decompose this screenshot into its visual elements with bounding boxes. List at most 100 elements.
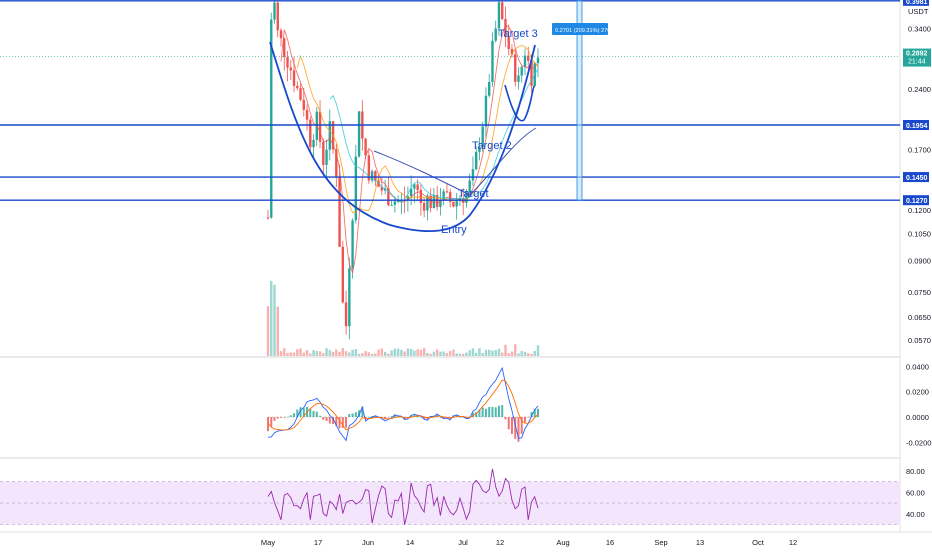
target3-annotation: Target 3 bbox=[498, 28, 538, 40]
candle-body bbox=[452, 201, 455, 207]
candle-body bbox=[448, 192, 452, 202]
candle-body bbox=[471, 169, 475, 181]
macd-histogram-bar bbox=[530, 412, 533, 417]
macd-histogram-bar bbox=[501, 404, 504, 417]
volume-bar bbox=[465, 352, 468, 356]
candle-body bbox=[357, 111, 361, 157]
volume-bar bbox=[409, 349, 413, 356]
candle-body bbox=[474, 151, 478, 170]
measure-label-box[interactable] bbox=[552, 23, 608, 35]
price-tick-label: 0.2400 bbox=[908, 85, 931, 94]
volume-bar bbox=[302, 352, 305, 356]
time-tick-label: Oct bbox=[752, 538, 765, 547]
candle-body bbox=[296, 85, 299, 89]
ma-long-line bbox=[373, 127, 537, 196]
candle-body bbox=[416, 184, 419, 190]
candle-body bbox=[432, 194, 436, 208]
macd-histogram-bar bbox=[510, 417, 513, 435]
volume-bar bbox=[439, 351, 442, 356]
macd-histogram-bar bbox=[517, 417, 520, 442]
price-tick-label: 0.3400 bbox=[908, 24, 931, 33]
volume-bar bbox=[455, 353, 458, 356]
volume-bar bbox=[432, 351, 436, 356]
volume-bar bbox=[289, 352, 292, 356]
macd-signal-line bbox=[267, 379, 539, 431]
volume-bar bbox=[305, 350, 309, 356]
candle-body bbox=[348, 268, 351, 327]
price-tick-label: 0.0570 bbox=[908, 336, 931, 345]
volume-bar bbox=[387, 353, 390, 356]
candle-body bbox=[468, 180, 471, 193]
volume-bar bbox=[458, 353, 462, 356]
volume-bar bbox=[354, 349, 358, 356]
volume-bar bbox=[309, 353, 312, 356]
volume-bar bbox=[517, 353, 520, 356]
volume-bar bbox=[419, 349, 423, 356]
level-label-box bbox=[903, 0, 929, 6]
candle-body bbox=[422, 202, 426, 211]
volume-bar bbox=[364, 351, 367, 356]
macd-histogram-bar bbox=[332, 417, 335, 424]
candle-body bbox=[517, 75, 520, 82]
macd-histogram-bar bbox=[533, 408, 536, 417]
volume-bar bbox=[322, 353, 325, 356]
level-label: 0.1270 bbox=[906, 198, 928, 205]
volume-bar bbox=[429, 353, 432, 356]
macd-histogram-bar bbox=[497, 405, 500, 417]
macd-histogram-bar bbox=[484, 408, 487, 417]
volume-bar bbox=[504, 344, 507, 356]
macd-histogram-bar bbox=[465, 417, 468, 419]
candle-body bbox=[406, 196, 410, 201]
candle-body bbox=[344, 302, 348, 327]
candle-body bbox=[299, 88, 302, 100]
cup-curve bbox=[269, 41, 536, 233]
volume-bar bbox=[344, 351, 348, 356]
volume-bar bbox=[530, 353, 533, 356]
price-tick-label: 0.0650 bbox=[908, 313, 931, 322]
volume-bar bbox=[383, 351, 387, 356]
macd-histogram-bar bbox=[458, 416, 461, 418]
volume-bar bbox=[393, 348, 397, 356]
candle-body bbox=[387, 188, 390, 206]
candle-body bbox=[283, 38, 286, 58]
volume-bar bbox=[283, 348, 286, 356]
volume-bar bbox=[426, 352, 429, 356]
macd-histogram-bar bbox=[267, 417, 269, 432]
macd-histogram-bar bbox=[293, 413, 296, 417]
countdown-label: 21:44 bbox=[908, 59, 926, 66]
macd-tick-label: 0.0200 bbox=[906, 388, 929, 397]
candle-body bbox=[445, 191, 449, 193]
macd-histogram-bar bbox=[416, 416, 419, 417]
macd-histogram-bar bbox=[273, 417, 276, 421]
macd-histogram-bar bbox=[312, 411, 315, 417]
ma-slow-line bbox=[329, 68, 539, 203]
macd-histogram-bar bbox=[439, 417, 442, 418]
candle-body bbox=[279, 30, 283, 39]
candle-body bbox=[527, 55, 530, 61]
candle-body bbox=[478, 147, 481, 152]
candle-body bbox=[409, 188, 413, 197]
macd-histogram-bar bbox=[283, 417, 286, 418]
candle-body bbox=[491, 40, 494, 83]
volume-bar bbox=[351, 349, 354, 356]
candle-body bbox=[335, 149, 338, 178]
time-tick-label: 13 bbox=[696, 538, 704, 547]
macd-histogram-bar bbox=[322, 417, 325, 420]
volume-bar bbox=[501, 352, 504, 356]
volume-bar bbox=[491, 350, 494, 356]
volume-bar bbox=[510, 351, 514, 356]
volume-bar bbox=[367, 352, 371, 356]
candle-body bbox=[325, 149, 328, 165]
macd-histogram-bar bbox=[348, 414, 351, 417]
volume-bar bbox=[331, 351, 335, 356]
volume-bar bbox=[299, 348, 302, 356]
candle-body bbox=[426, 195, 429, 211]
time-tick-label: 14 bbox=[406, 538, 414, 547]
macd-histogram-bar bbox=[455, 415, 458, 417]
macd-histogram-bar bbox=[354, 412, 357, 417]
price-tick-label: 0.1050 bbox=[908, 229, 931, 238]
macd-histogram-bar bbox=[358, 410, 361, 417]
candle-body bbox=[266, 217, 270, 219]
